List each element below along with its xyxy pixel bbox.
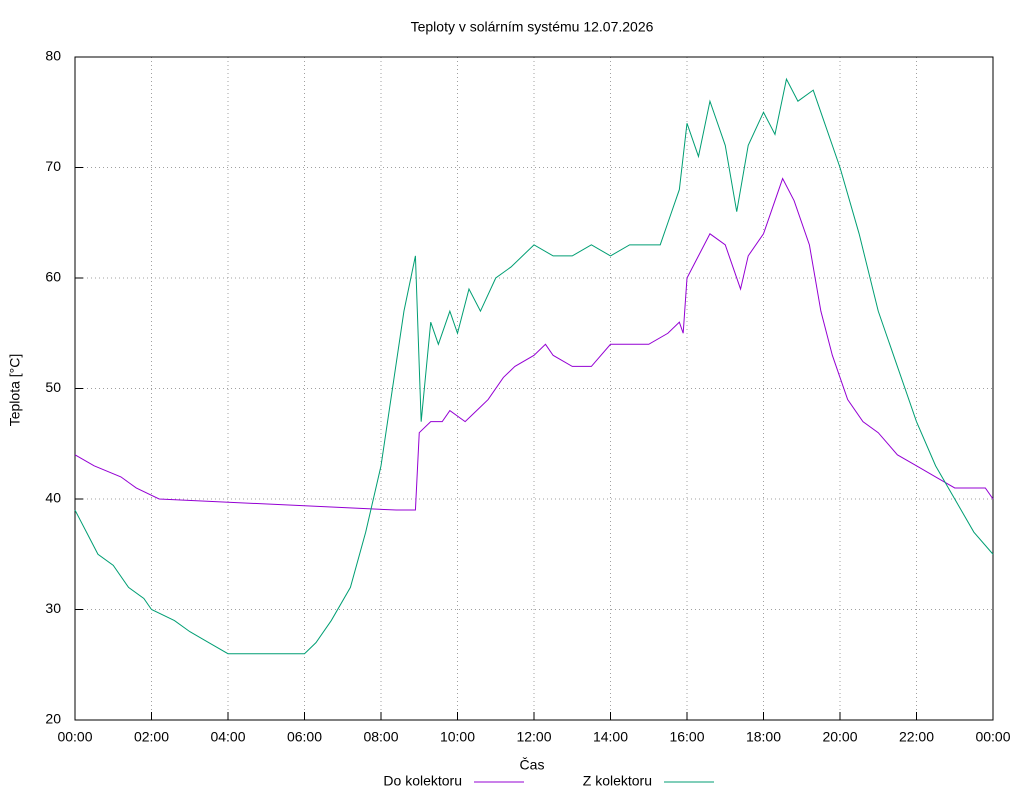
x-tick-label: 18:00	[746, 729, 781, 745]
x-tick-label: 02:00	[134, 729, 169, 745]
y-tick-label: 30	[45, 600, 61, 616]
x-tick-label: 12:00	[516, 729, 551, 745]
y-tick-label: 80	[45, 48, 61, 64]
x-tick-label: 06:00	[287, 729, 322, 745]
legend-label: Z kolektoru	[583, 773, 652, 789]
y-axis-label: Teplota [°C]	[7, 354, 23, 427]
x-tick-label: 00:00	[975, 729, 1010, 745]
x-axis-label: Čas	[520, 757, 545, 773]
x-tick-label: 04:00	[210, 729, 245, 745]
series-line	[74, 77, 994, 655]
x-tick-label: 00:00	[57, 729, 92, 745]
x-tick-label: 16:00	[669, 729, 704, 745]
x-tick-label: 14:00	[593, 729, 628, 745]
y-tick-label: 50	[45, 379, 61, 395]
legend-label: Do kolektoru	[383, 773, 462, 789]
x-tick-label: 22:00	[899, 729, 934, 745]
y-tick-label: 70	[45, 158, 61, 174]
chart-title: Teploty v solárním systému 12.07.2026	[411, 19, 654, 35]
y-tick-label: 40	[45, 490, 61, 506]
y-tick-label: 20	[45, 711, 61, 727]
y-tick-label: 60	[45, 269, 61, 285]
series-line	[74, 177, 994, 511]
x-tick-label: 20:00	[822, 729, 857, 745]
plot-frame	[74, 56, 994, 721]
x-tick-label: 10:00	[440, 729, 475, 745]
x-tick-label: 08:00	[363, 729, 398, 745]
